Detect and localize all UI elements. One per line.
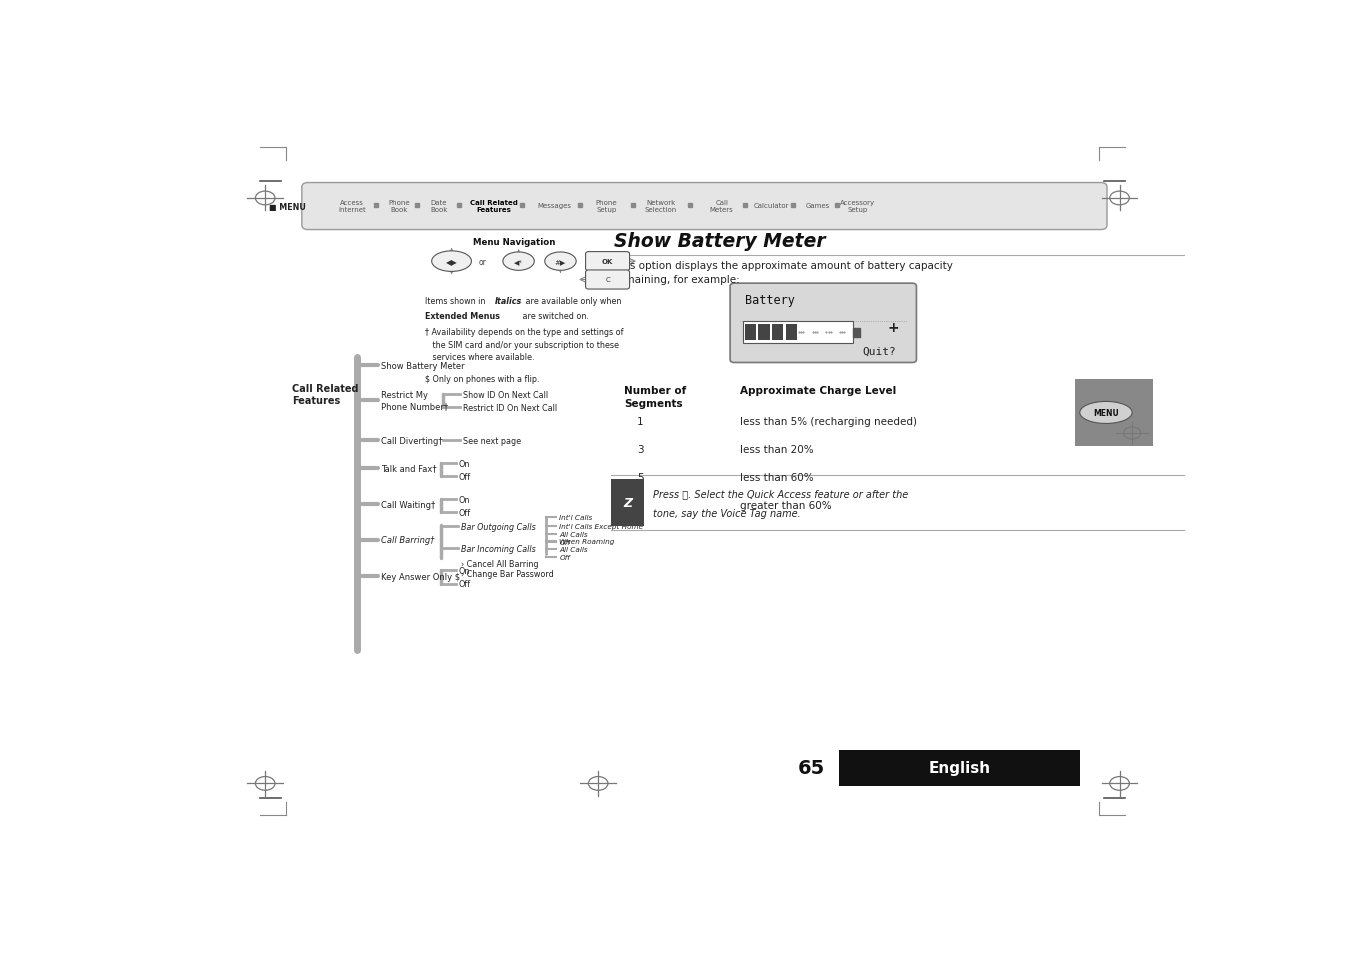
Bar [743,322,852,344]
Text: tone, say the Voice Tag name.: tone, say the Voice Tag name. [653,508,800,518]
Text: Off: Off [459,579,471,589]
FancyBboxPatch shape [301,183,1106,231]
Text: Approximate Charge Level: Approximate Charge Level [739,386,896,395]
Text: Quit?: Quit? [863,346,897,356]
Ellipse shape [432,252,471,273]
Text: Key Answer Only $: Key Answer Only $ [381,572,461,581]
Text: are available only when: are available only when [523,297,621,306]
Text: Number of
Segments: Number of Segments [624,386,686,409]
Text: 65: 65 [798,759,825,778]
Text: Italics: Italics [494,297,521,306]
Text: On: On [459,496,470,504]
Text: 5: 5 [636,473,643,482]
Bar [839,751,1079,786]
Text: Call Related
Features: Call Related Features [470,200,517,213]
Text: Calculator: Calculator [753,203,789,209]
Text: Accessory
Setup: Accessory Setup [840,200,875,213]
Text: On: On [459,459,470,468]
Text: Network
Selection: Network Selection [644,200,677,213]
Text: Int'l Calls Except Home: Int'l Calls Except Home [559,523,643,529]
Text: Bar Outgoing Calls: Bar Outgoing Calls [461,522,536,531]
Bar [758,325,770,341]
Text: are switched on.: are switched on. [520,312,589,321]
Text: Battery: Battery [744,294,794,307]
Bar [611,479,644,527]
Text: +: + [888,320,900,335]
Text: All Calls: All Calls [559,546,588,553]
Text: ◀▶: ◀▶ [446,257,458,266]
Text: Off: Off [559,555,570,560]
Text: C: C [605,277,609,283]
Text: Extended Menus: Extended Menus [426,312,500,321]
Text: $ Only on phones with a flip.: $ Only on phones with a flip. [426,375,540,383]
Bar [785,325,797,341]
Bar [852,329,859,337]
Text: Int'l Calls: Int'l Calls [559,515,593,521]
Text: Restrict ID On Next Call: Restrict ID On Next Call [463,403,557,413]
Text: MENU: MENU [1093,409,1119,417]
Text: Call Waiting†: Call Waiting† [381,500,435,509]
Text: Restrict My
Phone Number†: Restrict My Phone Number† [381,391,449,411]
Text: Press ⓓ. Select the Quick Access feature or after the: Press ⓓ. Select the Quick Access feature… [653,488,908,498]
Text: Z: Z [623,497,632,510]
Text: Off: Off [459,508,471,517]
FancyBboxPatch shape [585,253,630,272]
Text: Off: Off [459,473,471,481]
Text: #▶: #▶ [555,259,566,265]
Text: › Change Bar Password: › Change Bar Password [461,569,554,578]
Text: 7: 7 [636,500,643,511]
Ellipse shape [503,253,534,271]
Text: greater than 60%: greater than 60% [739,500,831,511]
Text: When Roaming: When Roaming [559,538,615,544]
Text: See next page: See next page [463,436,521,445]
Text: Items shown in: Items shown in [426,297,488,306]
Text: less than 5% (recharging needed): less than 5% (recharging needed) [739,416,916,427]
Text: Call Barring†: Call Barring† [381,536,435,544]
Bar [1074,380,1154,446]
Bar [744,325,757,341]
Text: Date
Book: Date Book [431,200,447,213]
Text: Messages: Messages [538,203,571,209]
Text: English: English [928,760,990,776]
Text: Call Related
Features: Call Related Features [292,384,359,406]
Text: Bar Incoming Calls: Bar Incoming Calls [461,544,536,554]
Text: Games: Games [807,203,830,209]
Text: ◀*: ◀* [515,259,523,265]
Text: Phone
Book: Phone Book [388,200,411,213]
Text: Off: Off [559,539,570,545]
Text: Phone
Setup: Phone Setup [596,200,617,213]
Text: Talk and Fax†: Talk and Fax† [381,463,436,473]
Text: Show ID On Next Call: Show ID On Next Call [463,390,549,399]
Text: All Calls: All Calls [559,531,588,537]
Text: 1: 1 [636,416,643,427]
Text: Access
Internet: Access Internet [338,200,366,213]
Ellipse shape [1079,402,1132,424]
Text: › Cancel All Barring: › Cancel All Barring [461,559,539,568]
Text: Call Diverting†: Call Diverting† [381,436,443,445]
Text: † Availability depends on the type and settings of
   the SIM card and/or your s: † Availability depends on the type and s… [426,328,624,362]
Text: On: On [459,566,470,576]
Text: or: or [480,257,486,266]
Text: Show Battery Meter: Show Battery Meter [381,361,465,371]
Text: Show Battery Meter: Show Battery Meter [613,232,825,251]
Text: ■ MENU: ■ MENU [269,202,307,212]
Text: Call
Meters: Call Meters [709,200,734,213]
Text: less than 20%: less than 20% [739,445,813,455]
Text: OK: OK [603,259,613,265]
Ellipse shape [544,253,576,271]
FancyBboxPatch shape [730,284,916,363]
Text: This option displays the approximate amount of battery capacity
remaining, for e: This option displays the approximate amo… [613,261,952,285]
Text: 3: 3 [636,445,643,455]
Text: less than 60%: less than 60% [739,473,813,482]
Text: Menu Navigation: Menu Navigation [473,237,555,247]
Bar [771,325,784,341]
FancyBboxPatch shape [585,271,630,290]
